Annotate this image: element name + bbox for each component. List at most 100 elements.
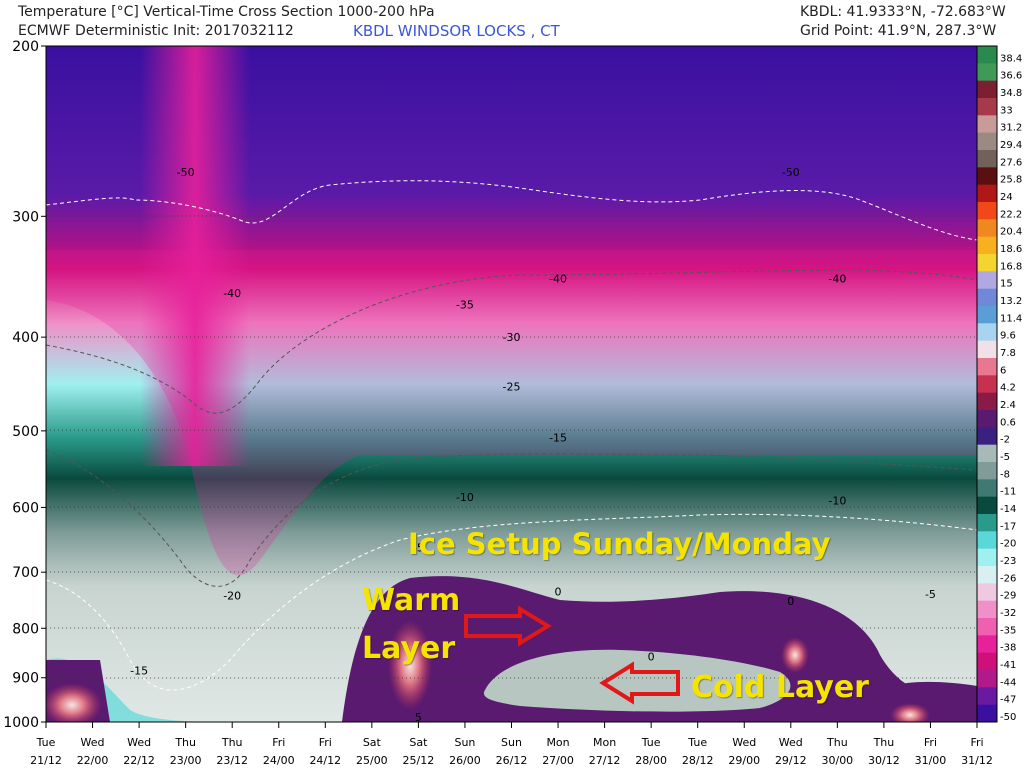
colorbar-label: -47 bbox=[1000, 695, 1016, 706]
grid-point: Grid Point: 41.9°N, 287.3°W bbox=[800, 23, 997, 39]
x-day-label: Wed bbox=[779, 736, 803, 749]
colorbar-swatch bbox=[977, 167, 997, 186]
colorbar-label: -38 bbox=[1000, 643, 1016, 654]
x-day-label: Thu bbox=[174, 736, 196, 749]
y-tick-label: 800 bbox=[12, 621, 39, 637]
x-day-label: Wed bbox=[81, 736, 105, 749]
colorbar: 38.4 36.6 34.8 33 31.2 29.4 27.6 25.8 24 22.2 20.4… bbox=[976, 45, 1022, 723]
y-tick-label: 200 bbox=[12, 39, 39, 55]
colorbar-swatch bbox=[977, 306, 997, 324]
colorbar-swatch bbox=[977, 410, 997, 428]
colorbar-swatch bbox=[977, 687, 997, 706]
colorbar-label: 31.2 bbox=[1000, 123, 1022, 134]
x-date-label: 30/12 bbox=[868, 754, 900, 767]
colorbar-swatch bbox=[977, 496, 997, 515]
colorbar-label: 25.8 bbox=[1000, 175, 1022, 186]
colorbar-swatch bbox=[977, 479, 997, 498]
colorbar-swatch bbox=[977, 444, 997, 463]
isotherm-label: -20 bbox=[223, 590, 241, 603]
isotherm-label: 0 bbox=[787, 595, 794, 608]
colorbar-label: -20 bbox=[1000, 539, 1016, 550]
x-day-label: Sat bbox=[409, 736, 428, 749]
colorbar-label: 2.4 bbox=[1000, 400, 1016, 411]
cold-plume bbox=[140, 46, 250, 466]
colorbar-label: -41 bbox=[1000, 660, 1016, 671]
chart-title: Temperature [°C] Vertical-Time Cross Sec… bbox=[18, 4, 435, 20]
x-date-label: 31/00 bbox=[915, 754, 947, 767]
colorbar-swatch bbox=[977, 514, 997, 532]
x-date-label: 28/00 bbox=[635, 754, 667, 767]
colorbar-label: -2 bbox=[1000, 435, 1010, 446]
colorbar-label: -23 bbox=[1000, 556, 1016, 567]
y-tick-label: 900 bbox=[12, 671, 39, 687]
isotherm-label: -40 bbox=[223, 287, 241, 300]
colorbar-swatch bbox=[977, 80, 997, 99]
x-date-label: 23/00 bbox=[170, 754, 202, 767]
isotherm-label: -40 bbox=[828, 273, 846, 286]
x-day-label: Fri bbox=[970, 736, 983, 749]
x-day-label: Tue bbox=[641, 736, 661, 749]
hotspot bbox=[781, 637, 809, 673]
x-day-label: Fri bbox=[272, 736, 285, 749]
x-date-label: 25/00 bbox=[356, 754, 388, 767]
colorbar-label: -26 bbox=[1000, 573, 1016, 584]
colorbar-swatch bbox=[977, 115, 997, 134]
x-day-label: Thu bbox=[221, 736, 243, 749]
y-tick-label: 500 bbox=[12, 424, 39, 440]
y-tick-label: 1000 bbox=[3, 715, 39, 731]
colorbar-label: 24 bbox=[1000, 192, 1013, 203]
isotherm-label: -10 bbox=[456, 491, 474, 504]
isotherm-labels: -50 -50 -40 -40 -40 -35 -30 -25 -15 -10 -10 -5 -5 -20… bbox=[130, 166, 936, 722]
x-date-label: 27/12 bbox=[589, 754, 621, 767]
colorbar-swatch bbox=[977, 271, 997, 290]
colorbar-swatch bbox=[977, 184, 997, 203]
colorbar-swatch bbox=[977, 358, 997, 376]
colorbar-label: -11 bbox=[1000, 487, 1016, 498]
x-date-label: 25/12 bbox=[403, 754, 435, 767]
x-date-label: 26/12 bbox=[496, 754, 528, 767]
time-axis: Tue 21/12 Wed 22/00 Wed 22/12 Thu 23/00 Thu 23/12… bbox=[30, 722, 993, 767]
colorbar-frame bbox=[976, 45, 998, 723]
isotherm-label: -50 bbox=[782, 166, 800, 179]
station-name: KBDL WINDSOR LOCKS , CT bbox=[353, 22, 560, 40]
colorbar-label: 20.4 bbox=[1000, 227, 1022, 238]
model-init: ECMWF Deterministic Init: 2017032112 bbox=[18, 23, 294, 39]
colorbar-label: 18.6 bbox=[1000, 244, 1022, 255]
x-date-label: 24/00 bbox=[263, 754, 295, 767]
colorbar-label: 22.2 bbox=[1000, 209, 1022, 220]
colorbar-label: 38.4 bbox=[1000, 53, 1022, 64]
colorbar-swatch bbox=[977, 132, 997, 151]
isotherm-label: 0 bbox=[555, 586, 562, 599]
colorbar-swatch bbox=[977, 566, 997, 584]
colorbar-label: -5 bbox=[1000, 452, 1010, 463]
station-coords: KBDL: 41.9333°N, -72.683°W bbox=[800, 4, 1006, 20]
x-day-label: Mon bbox=[546, 736, 569, 749]
x-date-label: 21/12 bbox=[30, 754, 62, 767]
x-day-label: Wed bbox=[127, 736, 151, 749]
colorbar-label: 27.6 bbox=[1000, 157, 1022, 168]
isotherm-label: -10 bbox=[828, 494, 846, 507]
isotherm-label: -5 bbox=[413, 541, 424, 554]
x-day-label: Sun bbox=[501, 736, 522, 749]
colorbar-label: -35 bbox=[1000, 625, 1016, 636]
hotspot bbox=[388, 620, 432, 710]
x-day-label: Sat bbox=[363, 736, 382, 749]
isotherm-label: -40 bbox=[549, 273, 567, 286]
colorbar-swatch bbox=[977, 652, 997, 671]
x-date-label: 27/00 bbox=[542, 754, 574, 767]
isotherm-label: -30 bbox=[503, 331, 521, 344]
colorbar-swatch bbox=[977, 704, 997, 723]
x-date-label: 28/12 bbox=[682, 754, 714, 767]
y-tick-label: 400 bbox=[12, 330, 39, 346]
colorbar-swatch bbox=[977, 46, 997, 64]
x-day-label: Wed bbox=[732, 736, 756, 749]
x-date-label: 30/00 bbox=[821, 754, 853, 767]
colorbar-swatch bbox=[977, 531, 997, 550]
hotspot bbox=[46, 683, 102, 722]
colorbar-swatch bbox=[977, 618, 997, 636]
x-date-label: 22/12 bbox=[123, 754, 155, 767]
x-day-label: Thu bbox=[826, 736, 848, 749]
hotspot bbox=[890, 703, 930, 722]
colorbar-label: -44 bbox=[1000, 677, 1016, 688]
